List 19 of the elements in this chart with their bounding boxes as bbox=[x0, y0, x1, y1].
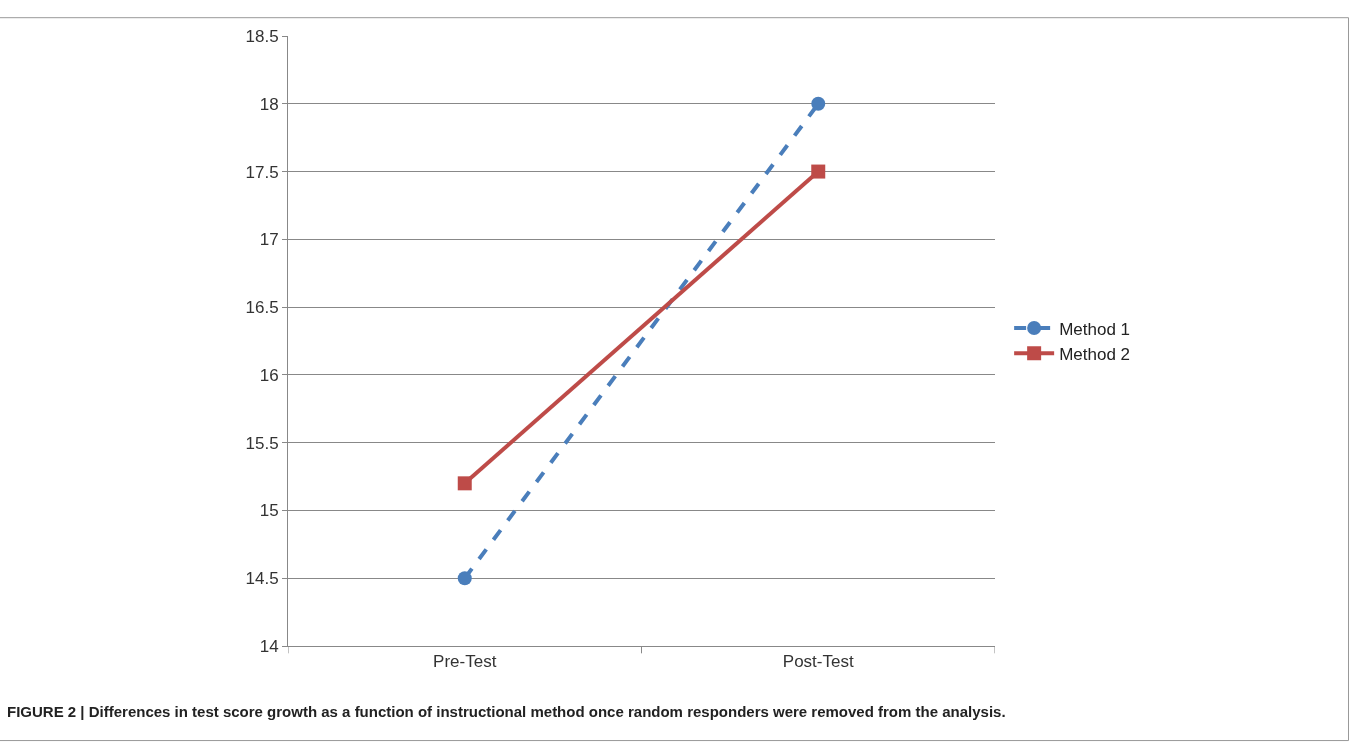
y-tick-label: 14 bbox=[259, 636, 279, 656]
y-tick-label: 17.5 bbox=[245, 162, 279, 182]
y-tick-label: 15.5 bbox=[245, 433, 279, 453]
point bbox=[811, 96, 826, 111]
x-tick-label: Pre-Test bbox=[433, 652, 497, 672]
y-tick-label: 18.5 bbox=[245, 26, 279, 46]
y-tick-label: 16.5 bbox=[245, 298, 279, 318]
y-tick-label: 17 bbox=[259, 230, 279, 250]
legend-label: Method 2 bbox=[1059, 344, 1131, 364]
y-tick-label: 18 bbox=[259, 94, 279, 114]
y-tick-label: 16 bbox=[259, 365, 279, 385]
y-tick-label: 15 bbox=[259, 501, 279, 521]
point bbox=[457, 476, 472, 491]
x-tick-label: Post-Test bbox=[782, 652, 854, 672]
y-tick-label: 14.5 bbox=[245, 569, 279, 589]
point bbox=[457, 571, 472, 586]
legend-label: Method 1 bbox=[1059, 319, 1131, 339]
caption: FIGURE 2 | Differences in test score growth as a function of instructional method once random responders were removed from the analysis. bbox=[7, 703, 1006, 720]
point bbox=[811, 164, 826, 179]
